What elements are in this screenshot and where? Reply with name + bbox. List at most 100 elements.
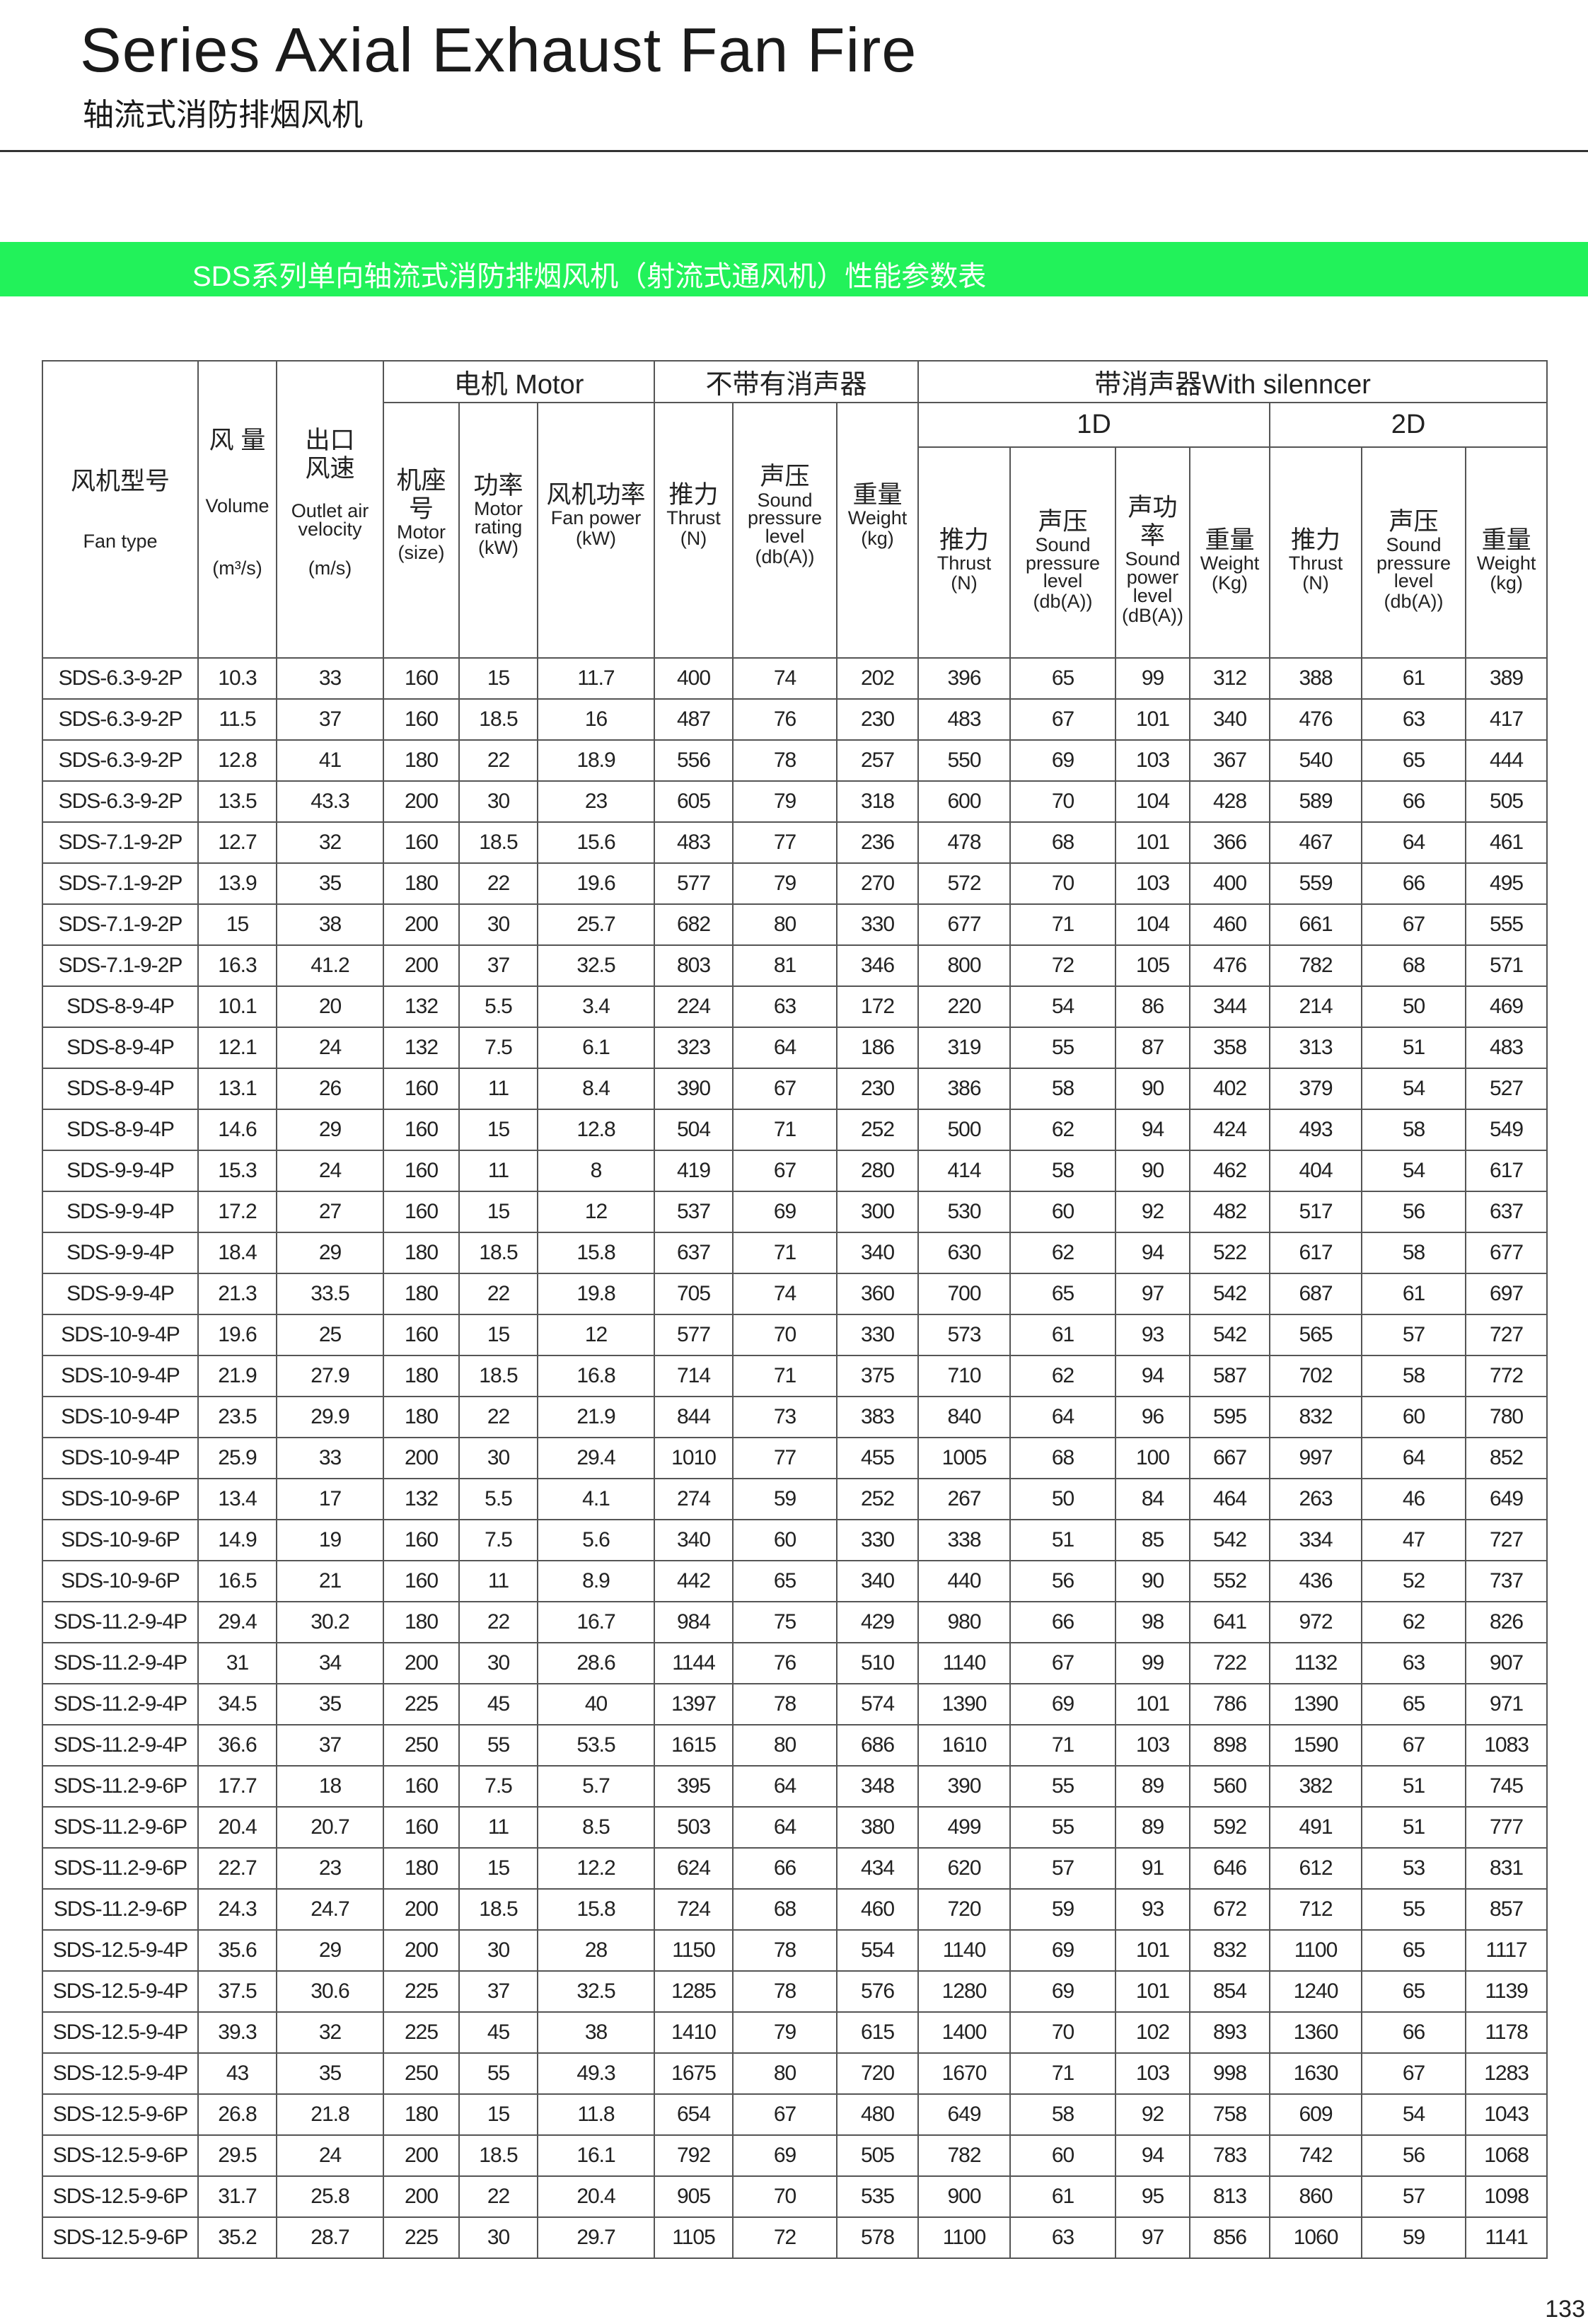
cell: 442	[654, 1560, 734, 1602]
cell: 200	[383, 944, 460, 987]
cell: 469	[1465, 985, 1548, 1028]
cell: 380	[836, 1806, 920, 1849]
cell: 686	[836, 1724, 920, 1767]
cell: 51	[1361, 1765, 1467, 1808]
cell: 225	[383, 1970, 460, 2013]
cell: 1105	[654, 2216, 734, 2259]
cell: 47	[1361, 1519, 1467, 1561]
cell: 180	[383, 1355, 460, 1397]
cell: 22	[458, 1396, 538, 1438]
cell: 267	[917, 1478, 1012, 1520]
cell: 1060	[1269, 2216, 1363, 2259]
cell: 35	[276, 1683, 384, 1725]
data-row: SDS-7.1-9-2P 15 38 200 30 25.7 682 80 330 677 71 10…	[42, 903, 1548, 946]
cell: 13.1	[197, 1068, 277, 1110]
cell: SDS-10-9-6P	[42, 1478, 199, 1520]
cell: 52	[1361, 1560, 1467, 1602]
cell: 25.9	[197, 1437, 277, 1479]
cell: 25.7	[536, 903, 656, 946]
cell: 5.5	[458, 985, 538, 1028]
cell: 58	[1361, 1355, 1467, 1397]
cell: 826	[1465, 1601, 1548, 1643]
cell: 81	[732, 944, 838, 987]
cell: 15	[458, 657, 538, 700]
cell: 476	[1189, 944, 1271, 987]
cell: SDS-7.1-9-2P	[42, 862, 199, 905]
cell: SDS-10-9-4P	[42, 1437, 199, 1479]
cell: 160	[383, 698, 460, 741]
cell: 180	[383, 1847, 460, 1890]
cell: 33	[276, 1437, 384, 1479]
header-en: Thrust	[666, 507, 721, 529]
data-row: SDS-12.5-9-4P 39.3 32 225 45 38 1410 79 615 1400 7…	[42, 2011, 1548, 2054]
cell: 200	[383, 780, 460, 823]
cell: 20.7	[276, 1806, 384, 1849]
header-box: 推力 Thrust (N)	[1271, 491, 1360, 615]
cell: 700	[917, 1273, 1012, 1315]
header-unit: (N)	[951, 572, 978, 594]
data-row: SDS-8-9-4P 10.1 20 132 5.5 3.4 224 63 172 220 54 86…	[42, 985, 1548, 1028]
cell: 102	[1115, 2011, 1191, 2054]
cell: 39.3	[197, 2011, 277, 2054]
cell: 73	[732, 1396, 838, 1438]
cell: 31	[197, 1642, 277, 1684]
cell: 559	[1269, 862, 1363, 905]
cell: 24	[276, 2134, 384, 2177]
cell: 69	[732, 2134, 838, 2177]
cell: 677	[1465, 1232, 1548, 1274]
data-row: SDS-12.5-9-4P 37.5 30.6 225 37 32.5 1285 78 576 1…	[42, 1970, 1548, 2013]
cell: 80	[732, 1724, 838, 1767]
cell: SDS-10-9-6P	[42, 1560, 199, 1602]
page-number: 133	[1545, 2296, 1585, 2323]
header-en: Outlet air velocity	[291, 500, 369, 540]
cell: 620	[917, 1847, 1012, 1890]
cell: 36.6	[197, 1724, 277, 1767]
cell: SDS-6.3-9-2P	[42, 698, 199, 741]
cell: 18.5	[458, 821, 538, 864]
header-en: Weight	[847, 507, 908, 529]
group-header: 不带有消声器	[654, 360, 920, 403]
cell: 5.6	[536, 1519, 656, 1561]
cell: 1675	[654, 2052, 734, 2095]
cell: SDS-12.5-9-4P	[42, 2011, 199, 2054]
cell: 26	[276, 1068, 384, 1110]
cell: 786	[1189, 1683, 1271, 1725]
cell: 972	[1269, 1601, 1363, 1643]
cell: 16.8	[536, 1355, 656, 1397]
cell: 893	[1189, 2011, 1271, 2054]
cell: 10.1	[197, 985, 277, 1028]
cell: 1150	[654, 1929, 734, 1972]
cell: 12	[536, 1314, 656, 1356]
cell: 400	[1189, 862, 1271, 905]
cell: 56	[1361, 1191, 1467, 1233]
cell: 672	[1189, 1888, 1271, 1931]
cell: 41.2	[276, 944, 384, 987]
header-box: 声压 Sound pressure level (db(A))	[734, 450, 835, 610]
banner: SDS系列单向轴流式消防排烟风机（射流式通风机）性能参数表	[0, 242, 1588, 296]
cell: 78	[732, 1683, 838, 1725]
cell: 390	[654, 1068, 734, 1110]
cell: 67	[732, 1068, 838, 1110]
cell: 78	[732, 1970, 838, 2013]
cell: 61	[1361, 657, 1467, 700]
cell: 517	[1269, 1191, 1363, 1233]
data-row: SDS-9-9-4P 18.4 29 180 18.5 15.8 637 71 340 630 62…	[42, 1232, 1548, 1274]
header-cn: 推力	[939, 526, 990, 554]
cell: 63	[1361, 1642, 1467, 1684]
cell: 28.7	[276, 2216, 384, 2259]
cell: 997	[1269, 1437, 1363, 1479]
cell: 41	[276, 739, 384, 782]
cell: 71	[732, 1355, 838, 1397]
cell: 74	[732, 657, 838, 700]
subtitle: 轴流式消防排烟风机	[83, 98, 363, 132]
cell: 637	[654, 1232, 734, 1274]
cell: SDS-8-9-4P	[42, 985, 199, 1028]
cell: 592	[1189, 1806, 1271, 1849]
header-en: Sound power level	[1125, 548, 1181, 606]
cell: 89	[1115, 1765, 1191, 1808]
cell: 53.5	[536, 1724, 656, 1767]
cell: 72	[1009, 944, 1117, 987]
cell: 367	[1189, 739, 1271, 782]
cell: 1140	[917, 1929, 1012, 1972]
